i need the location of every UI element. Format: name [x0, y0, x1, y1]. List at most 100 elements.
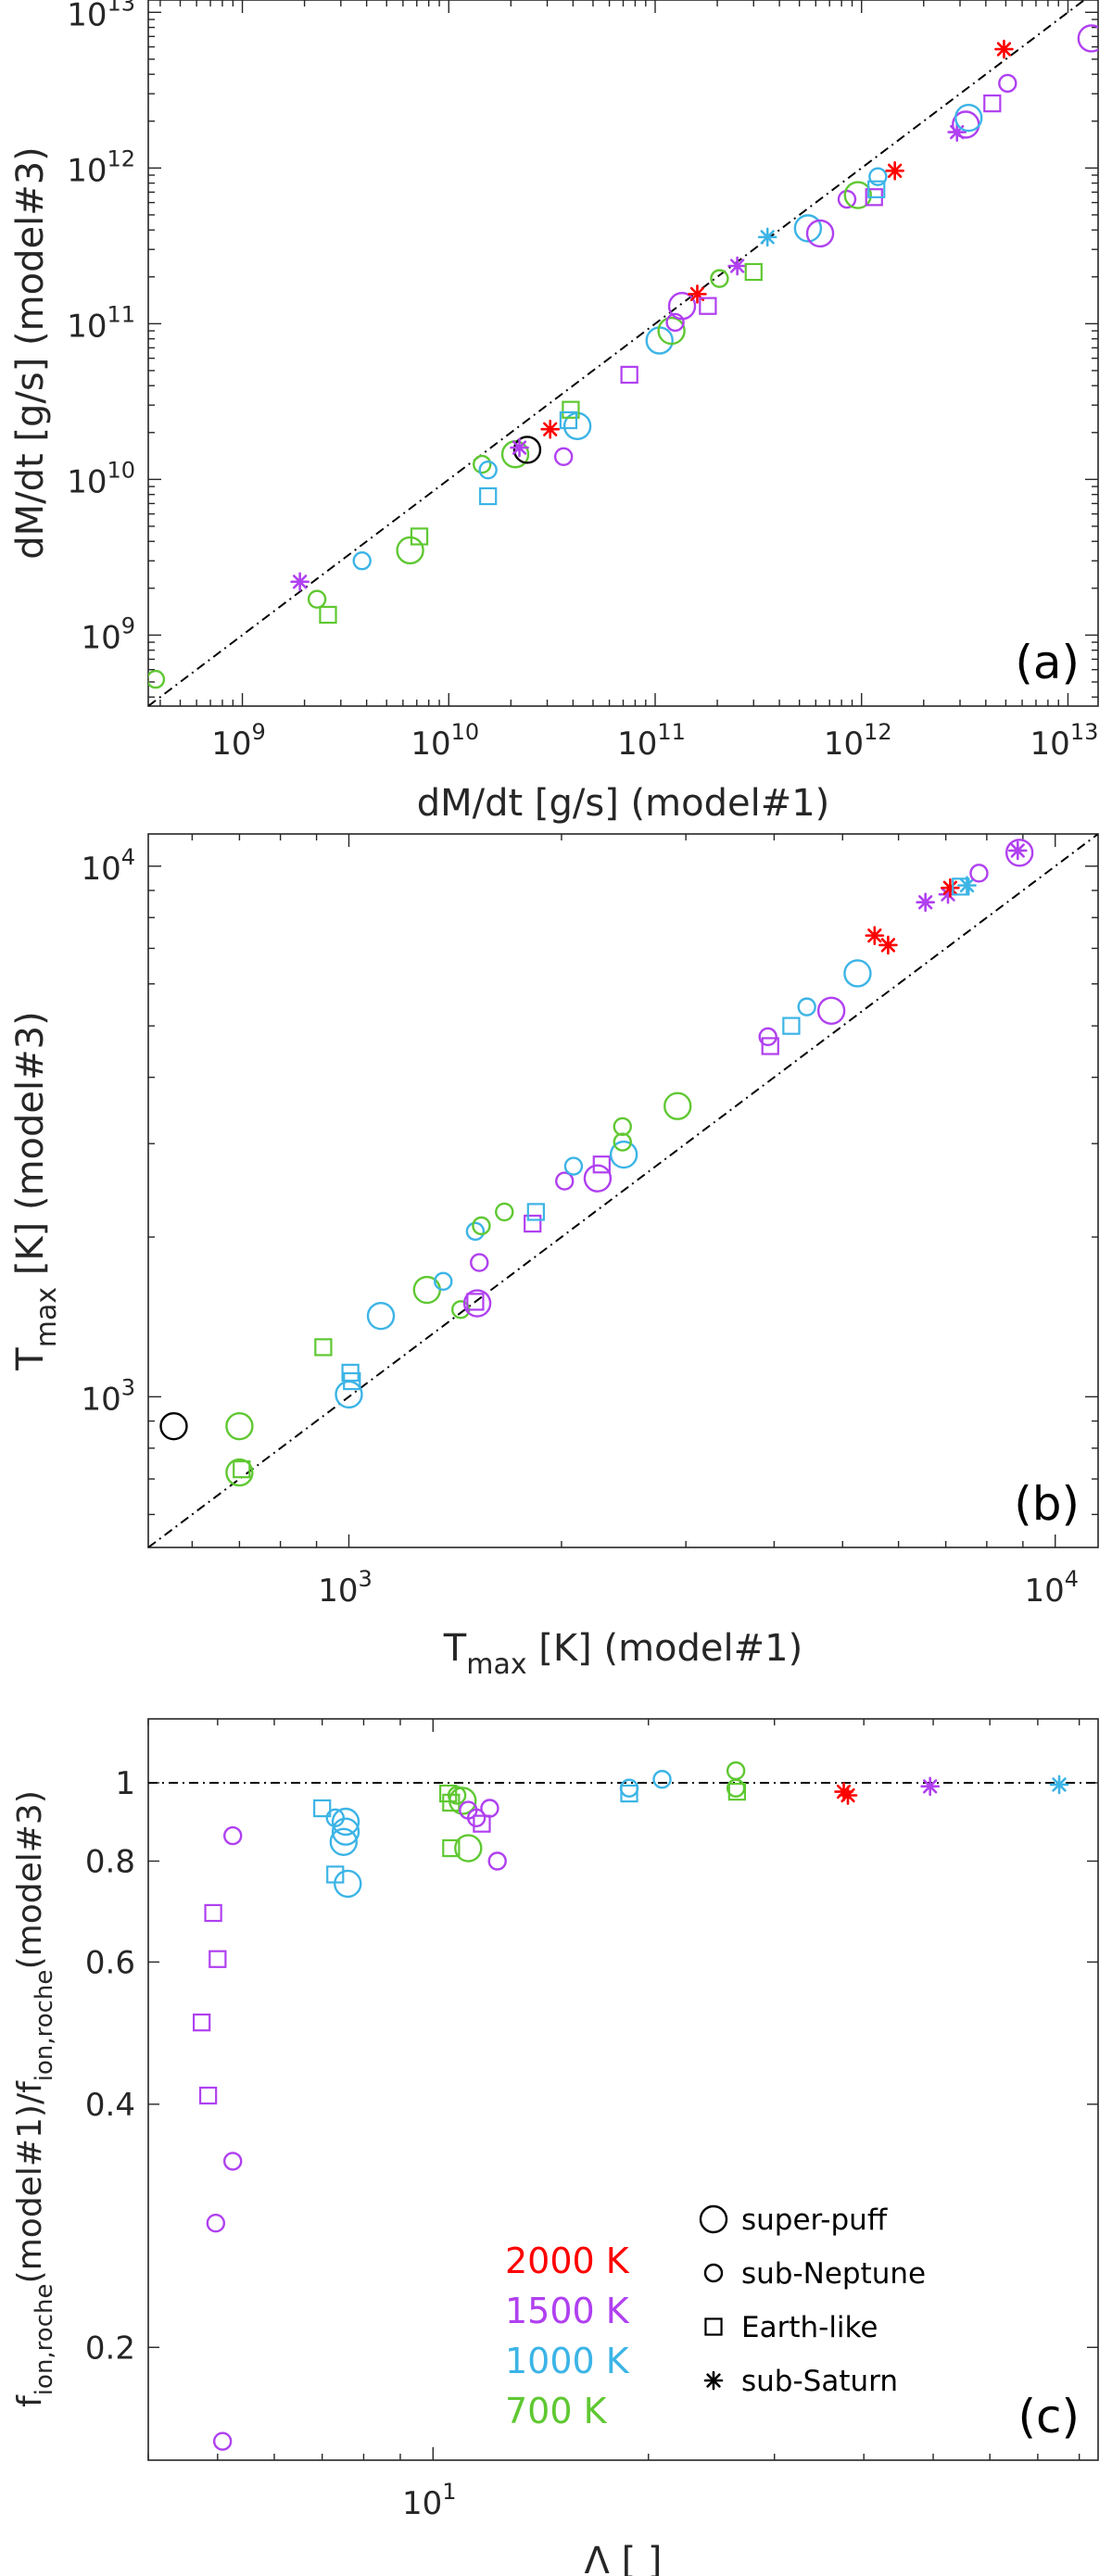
data-point-square [620, 1784, 638, 1803]
y-tick-label: 0.4 [85, 2087, 135, 2124]
data-point-star [920, 1776, 940, 1797]
data-point-circle [563, 1156, 584, 1176]
y-tick-label: 0.6 [85, 1944, 135, 1981]
data-point-square [744, 262, 763, 282]
data-point-star [688, 284, 707, 304]
x-tick-label: 103 [318, 1566, 373, 1610]
data-point-circle [837, 189, 857, 209]
data-point-square [314, 1338, 333, 1357]
data-point-square [761, 1037, 779, 1055]
data-point-star [941, 878, 960, 898]
data-point-circle [396, 536, 424, 565]
data-point-circle [500, 440, 530, 469]
data-point-circle [758, 1027, 777, 1047]
data-point-star [878, 935, 898, 955]
data-point-circle [816, 996, 846, 1025]
data-point-circle [159, 1411, 188, 1441]
data-point-circle [472, 1216, 491, 1236]
legend-temperature-label: 1000 K [505, 2341, 630, 2381]
data-point-circle [222, 2152, 243, 2171]
data-point-star [838, 1786, 858, 1805]
data-point-circle [726, 1761, 746, 1781]
panel-c: 0.2 0.4 0.6 0.8 1 101 Λ [ ] fion,roche (model#1… [11, 1718, 1099, 2576]
y-tick-label: 1012 [67, 145, 135, 189]
data-point-square [473, 1814, 491, 1833]
data-point-square [204, 1903, 222, 1923]
data-point-circle [478, 460, 498, 480]
data-point-circle [465, 1221, 486, 1242]
data-point-circle [466, 1808, 486, 1828]
y-axis-title: dM/dt [g/s] (model#3) [9, 146, 52, 560]
data-point-star [757, 227, 777, 247]
data-point-circle [225, 1411, 254, 1441]
data-point-circle [609, 1140, 638, 1169]
data-point-square [620, 365, 638, 385]
data-point-square [562, 400, 580, 419]
data-point-circle [703, 2263, 724, 2283]
data-point-circle [487, 1851, 507, 1871]
data-point-circle [805, 219, 835, 248]
legend-temperature-label: 700 K [505, 2391, 608, 2431]
data-point-square [559, 410, 578, 430]
data-point-star [994, 39, 1014, 59]
data-point-star [1007, 840, 1028, 861]
data-point-circle [555, 1171, 575, 1191]
data-point-star [540, 419, 561, 439]
data-point-circle [447, 1786, 467, 1805]
data-point-circle [335, 1380, 363, 1409]
data-point-circle [710, 269, 729, 288]
data-point-square [983, 94, 1002, 113]
y-axis-title: fion,roche (model#1)/fion,roche (model#3… [11, 1790, 58, 2407]
data-point-circle [797, 997, 816, 1017]
data-point-circle [665, 312, 685, 333]
legend-temperature-label: 2000 K [505, 2241, 630, 2281]
panel-a: 109 1010 1011 1012 1013 109 1010 1011 1012 1013 dM… [9, 0, 1099, 825]
data-point-circle [512, 436, 542, 464]
data-point-circle [553, 447, 574, 467]
x-axis-title: dM/dt [g/s] (model#1) [417, 782, 830, 825]
data-point-circle [454, 1834, 483, 1863]
data-point-square [592, 1155, 611, 1174]
data-point-square [526, 1203, 545, 1221]
data-point-circle [1005, 839, 1034, 867]
data-point-star [865, 926, 885, 945]
data-point-circle [583, 1164, 613, 1193]
data-point-circle [212, 2431, 233, 2451]
data-point-square [192, 2013, 211, 2032]
data-point-square [479, 486, 498, 506]
data-point-star [957, 876, 977, 895]
data-point-star [703, 2370, 724, 2391]
plot-frame [147, 1718, 1099, 2461]
data-point-star [885, 161, 904, 181]
legend-temperature-label: 1500 K [505, 2291, 630, 2331]
data-point-circle [613, 1132, 632, 1152]
y-tick-label: 1010 [67, 457, 135, 500]
data-point-square [198, 2086, 218, 2105]
data-point-square [439, 1784, 458, 1803]
data-point-circle [699, 2204, 728, 2234]
data-point-circle [667, 292, 697, 321]
data-point-circle [868, 167, 888, 186]
data-point-square [727, 1782, 747, 1801]
plot-frame [147, 833, 1099, 1548]
data-point-circle [495, 1202, 514, 1222]
data-point-star [510, 437, 529, 458]
data-point-circle [793, 214, 823, 243]
data-point-circle [613, 1117, 632, 1136]
panel-label: (a) [1015, 636, 1080, 689]
x-axis-title: Tmax [K] (model#1) [443, 1627, 802, 1681]
data-point-square [704, 2317, 723, 2336]
x-tick-label: 1011 [617, 719, 686, 763]
y-tick-label: 104 [81, 844, 135, 888]
data-point-circle [1077, 24, 1098, 53]
x-axis-title: Λ [ ] [584, 2540, 662, 2576]
data-point-circle [331, 1807, 360, 1837]
data-point-circle [652, 1770, 672, 1789]
data-point-square [442, 1838, 461, 1858]
data-point-circle [470, 1253, 489, 1272]
data-point-square [867, 180, 886, 198]
data-point-circle [473, 454, 492, 474]
data-point-circle [307, 589, 327, 609]
y-tick-label: 0.8 [85, 1843, 135, 1880]
data-point-circle [434, 1271, 453, 1292]
